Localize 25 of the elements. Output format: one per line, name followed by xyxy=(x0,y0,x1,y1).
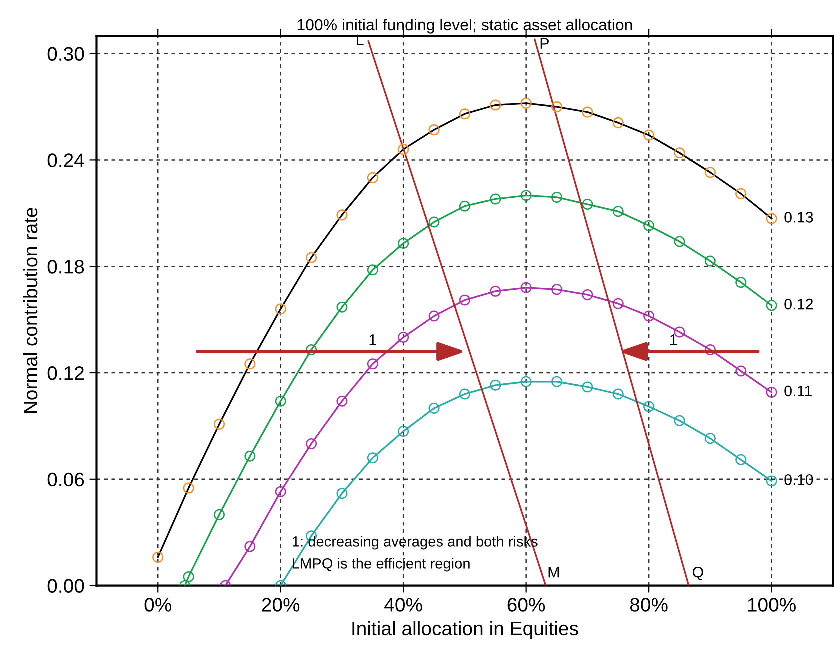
annotation: P xyxy=(540,38,549,49)
x-axis-title: Initial allocation in Equities xyxy=(352,621,578,640)
series-label: 0.12 xyxy=(784,298,814,310)
y-axis-title: Normal contribution rate xyxy=(23,208,38,414)
y-tick-label: 0.12 xyxy=(48,366,84,380)
x-tick-label: 40% xyxy=(384,598,422,612)
chart-title: 100% initial funding level; static asset allocation xyxy=(298,18,632,34)
y-tick-label: 0.30 xyxy=(48,47,84,62)
series-label: 0.11 xyxy=(784,386,812,397)
series-label: 0.13 xyxy=(784,212,814,223)
annotation: Q xyxy=(692,566,704,581)
y-tick-label: 0.00 xyxy=(48,579,84,594)
x-tick-label: 100% xyxy=(748,598,796,612)
annotation: 1 xyxy=(670,334,678,346)
x-tick-label: 60% xyxy=(508,598,546,612)
x-tick-label: 20% xyxy=(262,598,300,612)
annotation: M xyxy=(548,567,560,578)
x-tick-label: 80% xyxy=(630,598,668,612)
series-label: 0.10 xyxy=(784,474,814,486)
annotation: LMPQ is the efficient region xyxy=(293,558,470,572)
y-tick-label: 0.06 xyxy=(48,472,84,487)
y-tick-label: 0.24 xyxy=(48,154,84,168)
annotation: 1 xyxy=(370,334,376,346)
x-tick-label: 0% xyxy=(144,598,172,612)
y-tick-label: 0.18 xyxy=(48,260,84,274)
